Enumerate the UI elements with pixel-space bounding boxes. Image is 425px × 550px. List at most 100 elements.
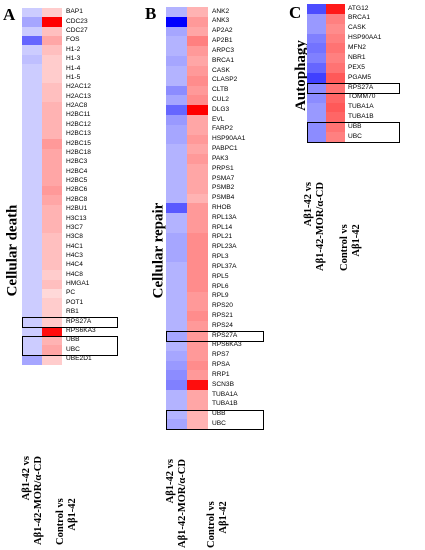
gene-label: RPS6KA3 [212,341,242,349]
heatmap-cell-col1 [166,331,187,342]
heatmap-cell-col1 [166,252,187,263]
heatmap-cell-col1 [166,193,187,204]
heatmap-cell-col1 [22,279,42,290]
column-label-line: Aβ1-42 vs [303,182,314,227]
gene-label: RPL13A [212,213,237,221]
gene-label: PABPC1 [212,145,238,153]
heatmap-cell-col1 [166,173,187,185]
heatmap-cell-col2 [187,164,208,175]
heatmap-cell-col1 [166,183,187,195]
heatmap-cell-col1 [166,46,187,57]
gene-label: UBC [212,420,226,428]
heatmap-cell-col1 [166,223,187,234]
heatmap-cell-col2 [42,317,62,328]
gene-label: RPL9 [212,292,229,300]
gene-label: RPL3 [212,253,229,261]
heatmap-cell-col2 [187,331,208,342]
heatmap-cell-col2 [326,63,345,74]
gene-label: CLASP2 [212,76,238,84]
heatmap-cell-col2 [187,242,208,253]
gene-label: BRCA1 [348,14,370,22]
heatmap-cell-col2 [42,270,62,281]
heatmap-cell-col2 [187,85,208,96]
heatmap-cell-col1 [307,43,326,54]
heatmap-cell-col1 [22,167,42,178]
heatmap-cell-col2 [326,23,345,35]
gene-label: PSMB2 [212,184,235,192]
heatmap-cell-col2 [187,105,208,116]
heatmap-cell-col1 [166,311,187,322]
heatmap-cell-col2 [42,36,62,46]
heatmap-cell-col1 [22,317,42,328]
heatmap-cell-col2 [326,102,345,113]
gene-label: H2BC5 [66,177,88,185]
heatmap-cell-col1 [22,195,42,206]
heatmap-cell-col1 [307,53,326,64]
gene-label: FOS [66,36,80,44]
heatmap-cell-col1 [22,186,42,196]
gene-label: TUBA1B [212,400,238,408]
heatmap-cell-col1 [166,360,187,371]
gene-label: H2BC13 [66,130,91,138]
gene-label: H2BC3 [66,158,88,166]
heatmap-cell-col2 [42,242,62,253]
heatmap-cell-col1 [166,399,187,411]
gene-label: TUBA1A [348,103,374,111]
heatmap-cell-col1 [22,8,42,18]
heatmap-cell-col1 [22,17,42,28]
heatmap-cell-col1 [166,85,187,96]
heatmap-cell-col2 [187,193,208,204]
gene-label: RPS20 [212,302,233,310]
heatmap-cell-col1 [166,144,187,155]
gene-label: RPL14 [212,223,233,231]
heatmap-cell-col1 [166,203,187,214]
heatmap-cell-col1 [166,262,187,273]
gene-label: ANK3 [212,17,230,25]
heatmap-cell-col1 [307,13,326,25]
gene-label: H2BC8 [66,195,88,203]
gene-label: H4C4 [66,261,83,269]
gene-label: CUL2 [212,95,229,103]
heatmap-cell-col1 [22,26,42,37]
gene-label: ATG12 [348,4,369,12]
heatmap-cell-col2 [187,350,208,361]
heatmap-cell-col1 [166,419,187,430]
column-label-line: Aβ1-42 vs [21,456,32,501]
gene-label: RRP1 [212,370,230,378]
panel-title: Cellular repair [149,202,166,298]
heatmap-cell-col2 [187,65,208,77]
gene-label: H3C8 [66,233,83,241]
heatmap-cell-col2 [326,73,345,84]
heatmap-cell-col1 [22,307,42,318]
heatmap-cell-col2 [187,124,208,136]
heatmap-cell-col2 [326,4,345,15]
column-label-line: Control vs [339,224,350,271]
heatmap-cell-col1 [166,164,187,175]
heatmap-cell-col1 [166,95,187,106]
heatmap-cell-col2 [187,252,208,263]
heatmap-cell-col1 [22,120,42,131]
gene-label: H2BC11 [66,111,91,119]
heatmap-cell-col1 [166,213,187,224]
heatmap-cell-col2 [187,183,208,195]
gene-label: NBR1 [348,53,366,61]
heatmap-cell-col1 [307,4,326,15]
heatmap-cell-col1 [166,389,187,401]
heatmap-cell-col2 [326,122,345,133]
gene-label: H4C8 [66,270,83,278]
heatmap-cell-col2 [42,111,62,121]
gene-label: PAK3 [212,154,229,162]
heatmap-cell-col1 [22,73,42,84]
heatmap-cell-col1 [307,82,326,94]
heatmap-cell-col2 [187,321,208,332]
gene-label: HSP90AA1 [348,34,382,42]
gene-label: UBB [348,122,362,130]
heatmap-cell-col2 [326,92,345,104]
gene-label: PSMA7 [212,174,235,182]
heatmap-cell-col2 [187,301,208,312]
heatmap-cell-col1 [166,340,187,352]
heatmap-cell-col1 [166,56,187,67]
column-label-line: Aβ1-42 vs [165,459,176,504]
column-label-2: Control vs Aβ1-42 [206,501,230,548]
heatmap-cell-col1 [166,124,187,136]
